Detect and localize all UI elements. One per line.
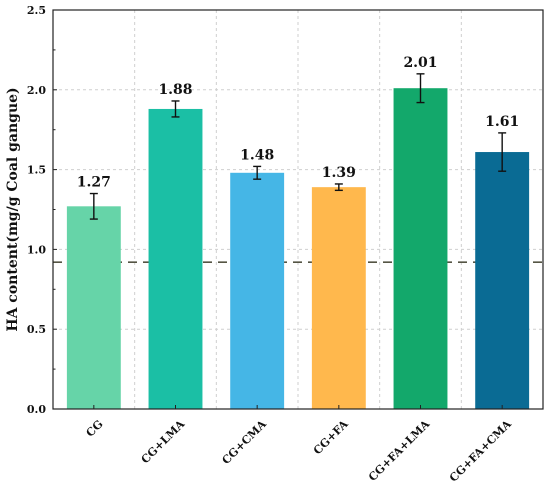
x-tick-label: CG+CMA xyxy=(220,417,270,467)
y-tick-label: 1.0 xyxy=(27,243,46,256)
y-axis-ticks: 0.0 0.5 1.0 1.5 2.0 2.5 xyxy=(27,4,57,416)
error-bar xyxy=(416,73,425,104)
error-bar xyxy=(171,100,180,118)
data-label: 1.61 xyxy=(485,114,519,130)
bar-cg xyxy=(66,206,121,409)
bars xyxy=(66,88,530,410)
x-axis-ticks: CG CG+LMA CG+CMA CG+FA CG+FA+LMA CG+FA+CMA xyxy=(84,405,514,481)
error-bar xyxy=(498,132,507,172)
error-bar xyxy=(89,192,98,220)
x-tick-label: CG+LMA xyxy=(139,417,188,466)
y-axis-title: HA content(mg/g Coal gangue) xyxy=(5,87,21,331)
error-bar xyxy=(253,165,262,180)
data-labels: 1.27 1.88 1.48 1.39 2.01 1.61 xyxy=(77,55,519,191)
x-tick-label: CG+FA+LMA xyxy=(366,417,433,481)
data-label: 2.01 xyxy=(403,55,437,71)
data-label: 1.88 xyxy=(158,82,192,98)
error-bar xyxy=(334,183,343,192)
bar-cg-lma xyxy=(148,108,203,410)
y-tick-label: 0.0 xyxy=(27,403,46,416)
y-tick-label: 2.5 xyxy=(27,4,46,17)
data-label: 1.48 xyxy=(240,147,274,163)
bar-cg-fa xyxy=(311,187,366,409)
y-tick-label: 0.5 xyxy=(27,323,46,336)
data-label: 1.39 xyxy=(322,165,356,181)
y-tick-label: 2.0 xyxy=(27,84,46,97)
bar-cg-cma xyxy=(230,172,285,409)
x-tick-label: CG+FA+CMA xyxy=(447,417,514,481)
error-bars xyxy=(89,73,507,220)
bar-cg-fa-lma xyxy=(393,88,448,409)
bar-cg-fa-cma xyxy=(475,152,530,409)
x-tick-label: CG xyxy=(84,418,106,440)
y-tick-label: 1.5 xyxy=(27,164,46,177)
data-label: 1.27 xyxy=(77,175,111,191)
grid-lines xyxy=(53,10,543,409)
x-tick-label: CG+FA xyxy=(311,417,351,457)
